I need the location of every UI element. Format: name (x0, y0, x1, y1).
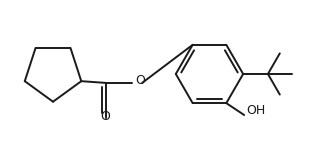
Text: O: O (100, 110, 111, 124)
Text: OH: OH (246, 104, 265, 117)
Text: O: O (135, 74, 145, 87)
